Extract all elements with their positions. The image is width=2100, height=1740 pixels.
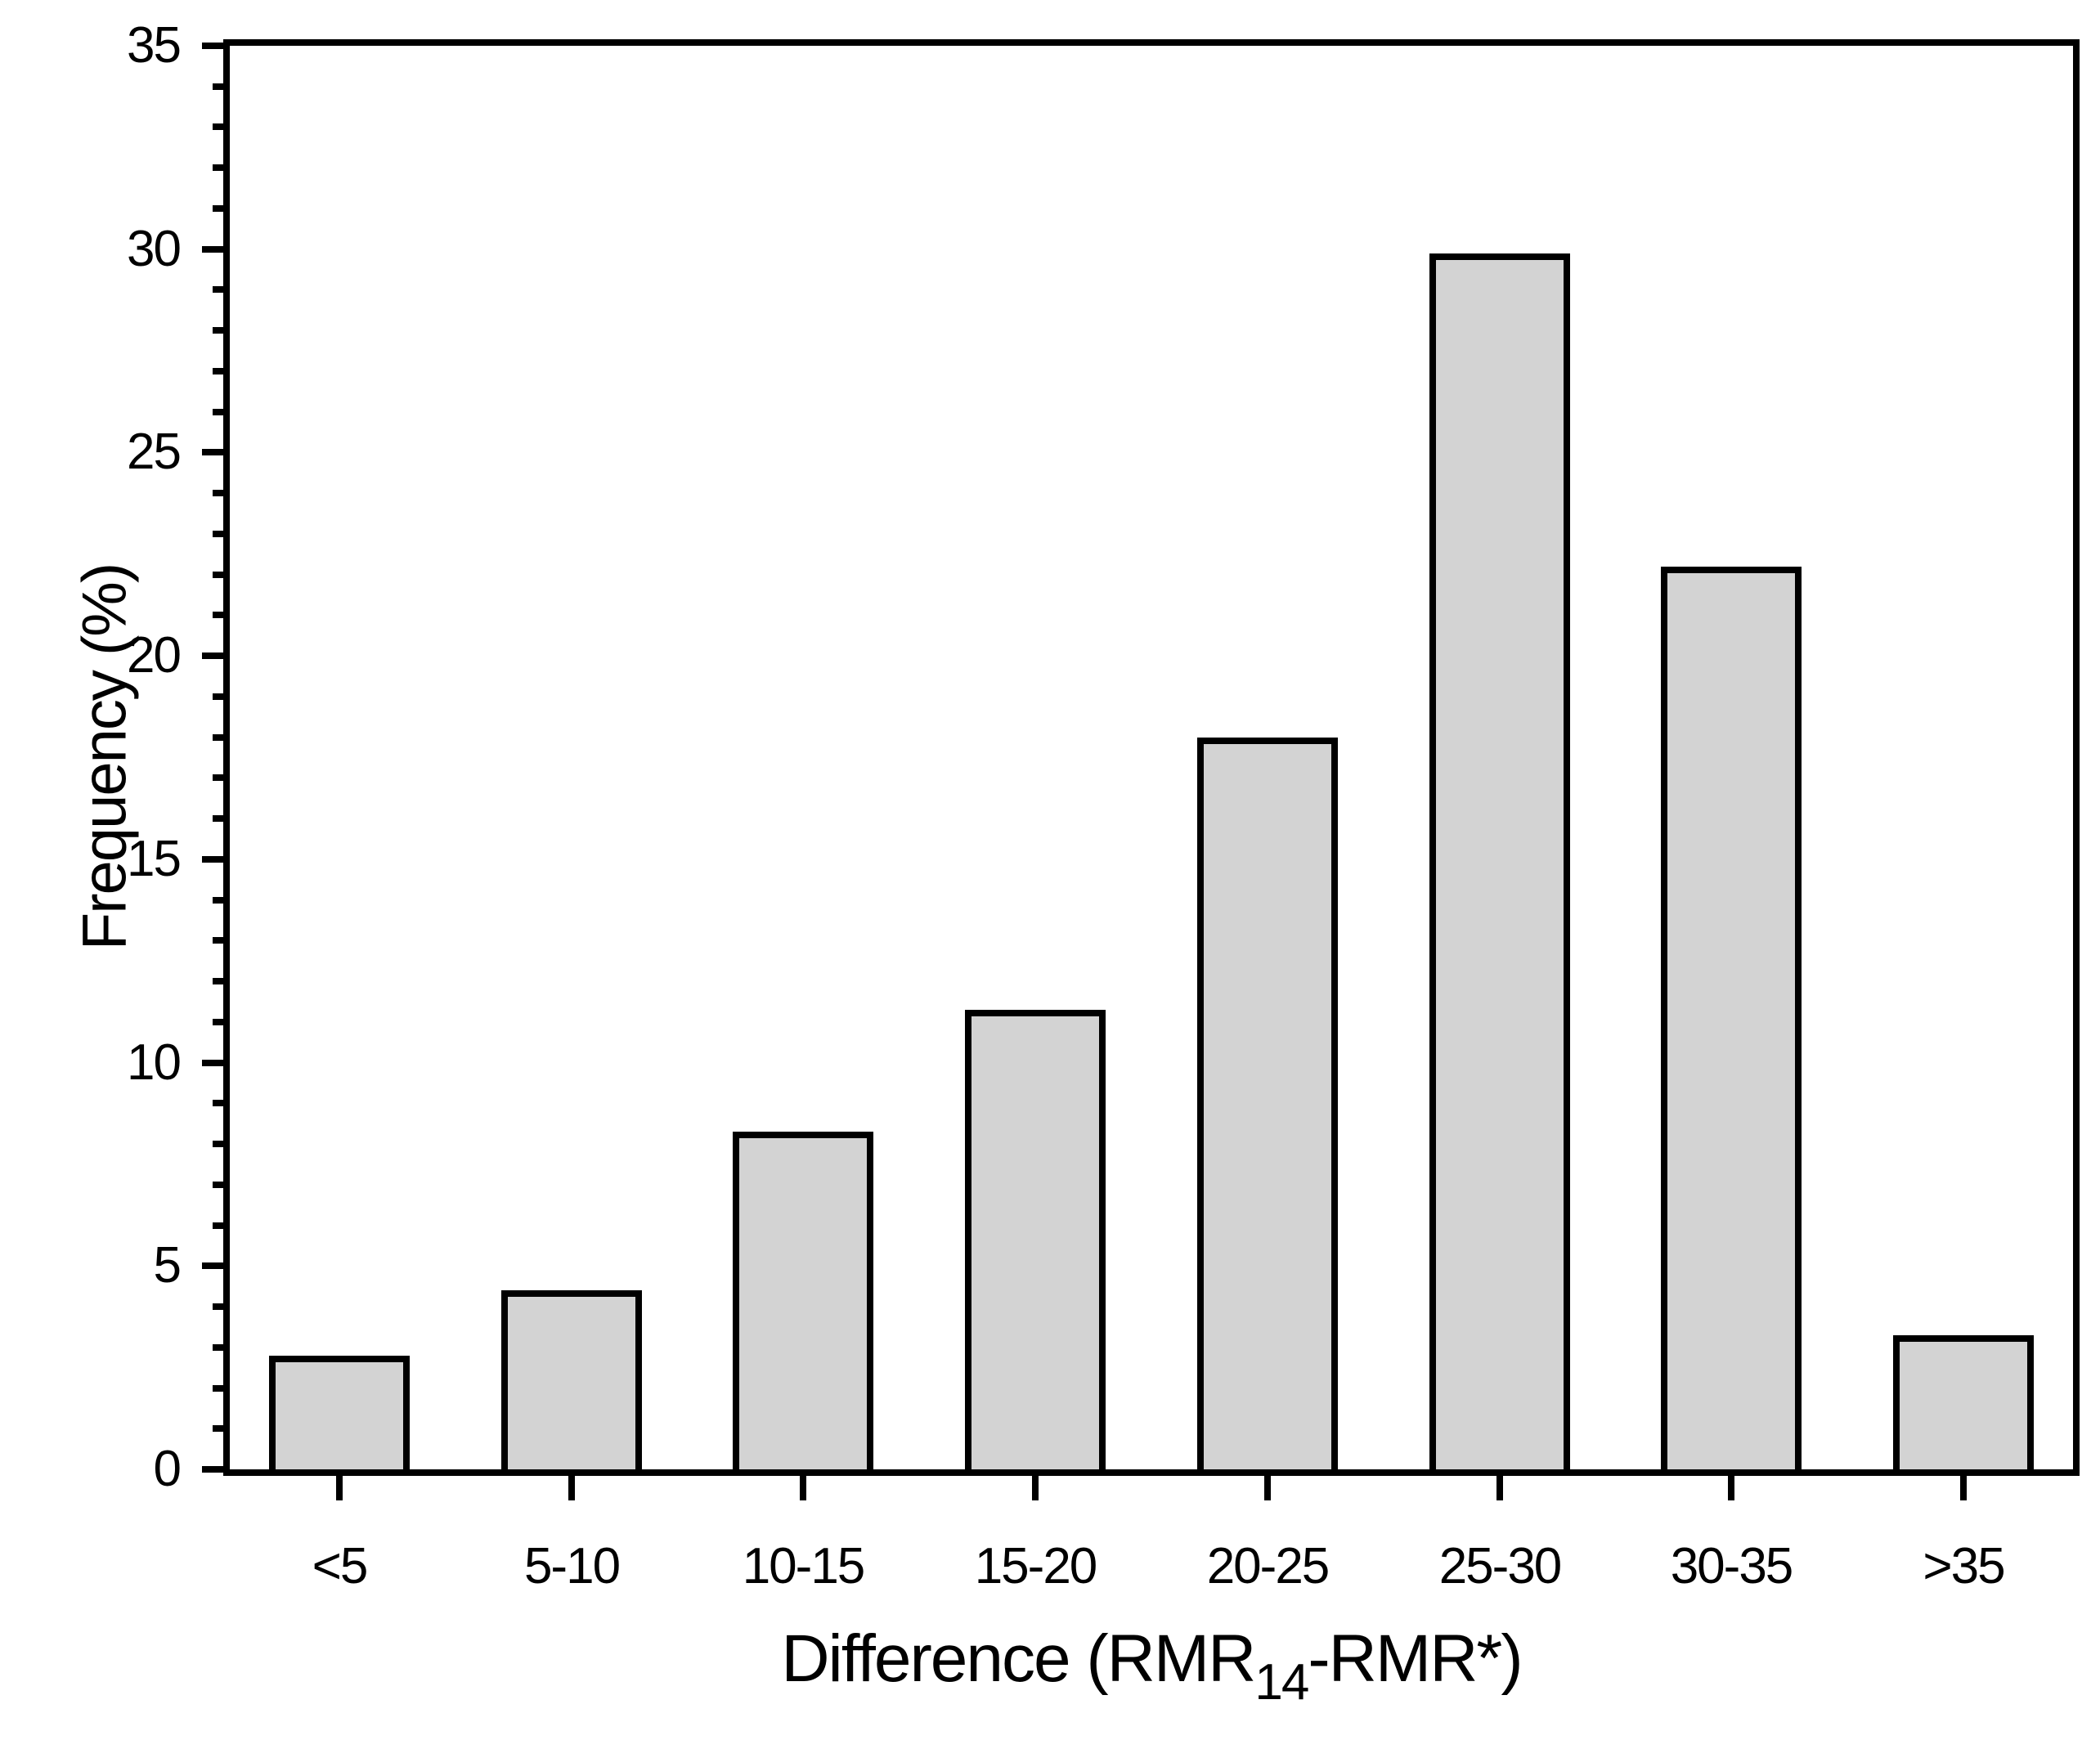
y-tick-label: 30 bbox=[127, 221, 182, 277]
y-major-tick bbox=[202, 652, 223, 659]
y-minor-tick bbox=[213, 1303, 223, 1310]
y-minor-tick bbox=[213, 531, 223, 537]
y-major-tick bbox=[202, 1262, 223, 1269]
x-tick bbox=[800, 1476, 806, 1500]
x-tick bbox=[1728, 1476, 1734, 1500]
y-major-tick bbox=[202, 246, 223, 253]
y-minor-tick bbox=[213, 490, 223, 496]
y-minor-tick bbox=[213, 734, 223, 741]
y-tick-label: 35 bbox=[127, 17, 182, 74]
y-minor-tick bbox=[213, 1385, 223, 1392]
bar bbox=[1893, 1335, 2034, 1476]
x-tick bbox=[568, 1476, 575, 1500]
y-major-tick bbox=[202, 856, 223, 863]
x-tick bbox=[1496, 1476, 1503, 1500]
y-minor-tick bbox=[213, 774, 223, 781]
y-minor-tick bbox=[213, 612, 223, 618]
x-tick bbox=[336, 1476, 343, 1500]
y-minor-tick bbox=[213, 1019, 223, 1025]
x-tick-label: 5-10 bbox=[523, 1538, 621, 1594]
y-minor-tick bbox=[213, 1344, 223, 1351]
y-major-tick bbox=[202, 1060, 223, 1066]
x-axis-title-suffix: -RMR*) bbox=[1308, 1621, 1523, 1696]
y-minor-tick bbox=[213, 123, 223, 130]
y-minor-tick bbox=[213, 897, 223, 904]
y-axis-title: Frequency (%) bbox=[70, 563, 140, 951]
x-tick bbox=[1032, 1476, 1039, 1500]
bar bbox=[1661, 567, 1802, 1476]
y-minor-tick bbox=[213, 1141, 223, 1147]
y-major-tick bbox=[202, 1466, 223, 1473]
y-minor-tick bbox=[213, 1182, 223, 1188]
y-minor-tick bbox=[213, 286, 223, 293]
x-axis-title-subscript: 14 bbox=[1254, 1654, 1309, 1711]
y-minor-tick bbox=[213, 205, 223, 212]
y-minor-tick bbox=[213, 368, 223, 374]
y-tick-label: 5 bbox=[153, 1237, 182, 1294]
bar bbox=[1197, 738, 1338, 1476]
y-minor-tick bbox=[213, 1425, 223, 1432]
y-tick-label: 25 bbox=[127, 424, 182, 480]
bar bbox=[1429, 253, 1570, 1476]
x-tick-label: 10-15 bbox=[742, 1538, 866, 1594]
x-tick-label: 20-25 bbox=[1206, 1538, 1330, 1594]
y-minor-tick bbox=[213, 1100, 223, 1106]
x-tick-label: 30-35 bbox=[1670, 1538, 1794, 1594]
x-axis-title: Difference (RMR14-RMR*) bbox=[334, 1621, 1969, 1711]
y-tick-label: 15 bbox=[127, 831, 182, 887]
y-minor-tick bbox=[213, 1222, 223, 1229]
y-minor-tick bbox=[213, 693, 223, 700]
y-major-tick bbox=[202, 449, 223, 455]
x-tick-label: 15-20 bbox=[974, 1538, 1098, 1594]
y-tick-label: 20 bbox=[127, 627, 182, 684]
y-minor-tick bbox=[213, 815, 223, 822]
y-minor-tick bbox=[213, 937, 223, 944]
bar bbox=[733, 1132, 873, 1476]
bar bbox=[501, 1290, 642, 1476]
x-tick-label: 25-30 bbox=[1438, 1538, 1563, 1594]
x-tick bbox=[1960, 1476, 1967, 1500]
y-major-tick bbox=[202, 43, 223, 49]
y-minor-tick bbox=[213, 164, 223, 171]
y-tick-label: 10 bbox=[127, 1034, 182, 1091]
y-tick-label: 0 bbox=[153, 1441, 182, 1497]
y-minor-tick bbox=[213, 572, 223, 578]
y-minor-tick bbox=[213, 83, 223, 90]
x-tick-label: <5 bbox=[312, 1538, 369, 1594]
x-tick-label: >35 bbox=[1923, 1538, 2005, 1594]
y-minor-tick bbox=[213, 978, 223, 984]
y-minor-tick bbox=[213, 327, 223, 334]
bar bbox=[965, 1010, 1106, 1476]
y-minor-tick bbox=[213, 409, 223, 415]
x-axis-title-text: Difference (RMR bbox=[781, 1621, 1256, 1696]
bar bbox=[269, 1356, 410, 1476]
x-tick bbox=[1264, 1476, 1271, 1500]
